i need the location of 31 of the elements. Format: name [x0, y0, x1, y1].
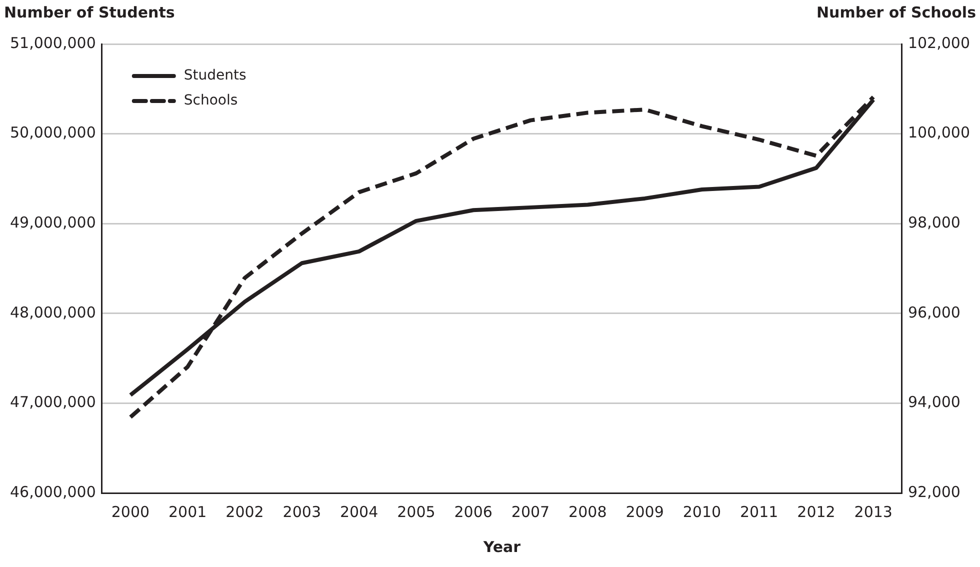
y-axis-title: Number of Students	[4, 3, 175, 22]
x-tick-label: 2013	[854, 502, 892, 521]
y2-tick-label: 94,000	[908, 393, 960, 412]
x-tick-label: 2006	[454, 502, 492, 521]
y-tick-label: 47,000,000	[10, 393, 96, 412]
y2-tick-label: 98,000	[908, 213, 960, 232]
y-tick-label: 51,000,000	[10, 34, 96, 52]
y2-tick-label: 102,000	[908, 34, 970, 52]
x-tick-label: 2008	[568, 502, 607, 521]
x-tick-label: 2012	[797, 502, 836, 521]
x-tick-label: 2002	[226, 502, 264, 521]
y2-tick-label: 100,000	[908, 124, 970, 142]
y-tick-label: 48,000,000	[10, 303, 96, 322]
y2-axis-title: Number of Schools	[816, 3, 976, 22]
y-tick-label: 46,000,000	[10, 482, 96, 501]
x-tick-label: 2000	[111, 502, 150, 521]
x-tick-label: 2011	[740, 502, 778, 521]
x-tick-label: 2005	[397, 502, 436, 521]
x-tick-label: 2001	[168, 502, 207, 521]
x-tick-label: 2009	[626, 502, 664, 521]
y2-tick-label: 96,000	[908, 303, 960, 322]
y2-tick-label: 92,000	[908, 482, 960, 501]
x-tick-label: 2007	[511, 502, 550, 521]
x-tick-label: 2004	[340, 502, 378, 521]
x-tick-label: 2003	[282, 502, 321, 521]
legend-label: Schools	[184, 92, 238, 109]
y-tick-label: 50,000,000	[10, 124, 96, 142]
y-tick-label: 49,000,000	[10, 213, 96, 232]
legend-label: Students	[184, 68, 246, 84]
x-axis-title: Year	[482, 538, 522, 556]
x-tick-label: 2010	[682, 502, 722, 521]
